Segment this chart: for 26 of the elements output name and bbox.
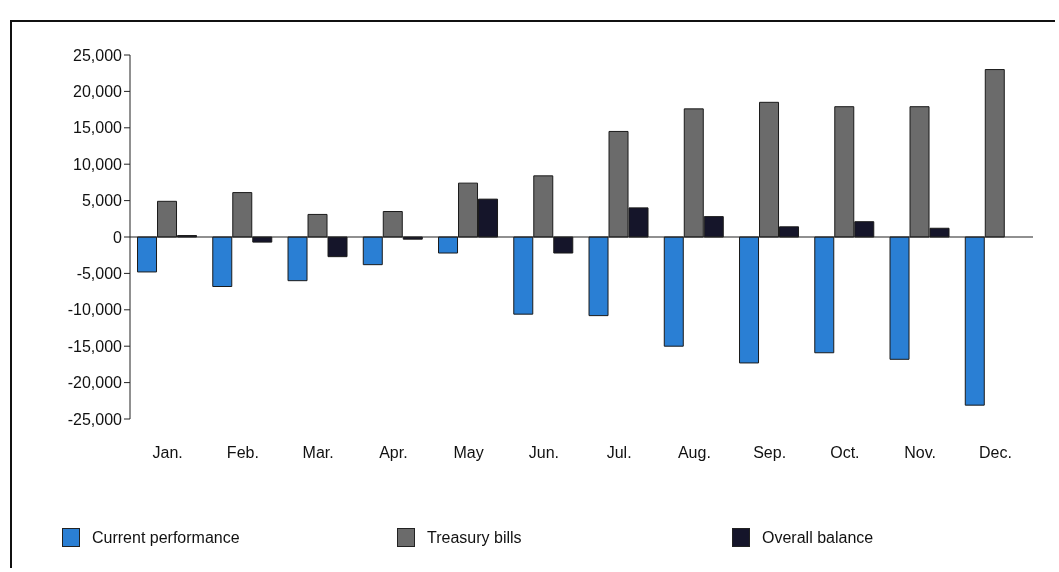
x-tick-label: Feb. [226, 444, 259, 462]
y-tick-label: -10,000 [67, 301, 123, 319]
y-tick-label: -15,000 [67, 337, 123, 355]
y-tick-label: 10,000 [73, 155, 123, 173]
x-tick-label: Aug. [677, 444, 711, 462]
y-tick-label: -5,000 [76, 265, 123, 283]
y-tick-label: 15,000 [73, 119, 123, 137]
y-tick-label: 0 [113, 228, 123, 246]
legend-label: Overall balance [762, 528, 874, 547]
y-tick-label: -20,000 [67, 374, 123, 392]
legend-label: Current performance [92, 528, 240, 547]
x-tick-label: Jul. [606, 444, 632, 462]
y-tick-label: -25,000 [67, 410, 123, 428]
x-tick-label: Jun. [528, 444, 559, 462]
legend-label: Treasury bills [427, 528, 522, 547]
x-tick-label: Nov. [904, 444, 936, 462]
x-tick-label: Dec. [978, 444, 1012, 462]
x-tick-label: Jan. [152, 444, 183, 462]
y-tick-label: 25,000 [73, 46, 123, 64]
x-tick-label: Oct. [830, 444, 860, 462]
y-tick-label: 20,000 [73, 83, 123, 101]
y-tick-label: 5,000 [81, 192, 123, 210]
x-tick-label: May [453, 444, 484, 462]
x-tick-label: Mar. [302, 444, 334, 462]
x-tick-label: Apr. [379, 444, 408, 462]
x-tick-label: Sep. [753, 444, 787, 462]
